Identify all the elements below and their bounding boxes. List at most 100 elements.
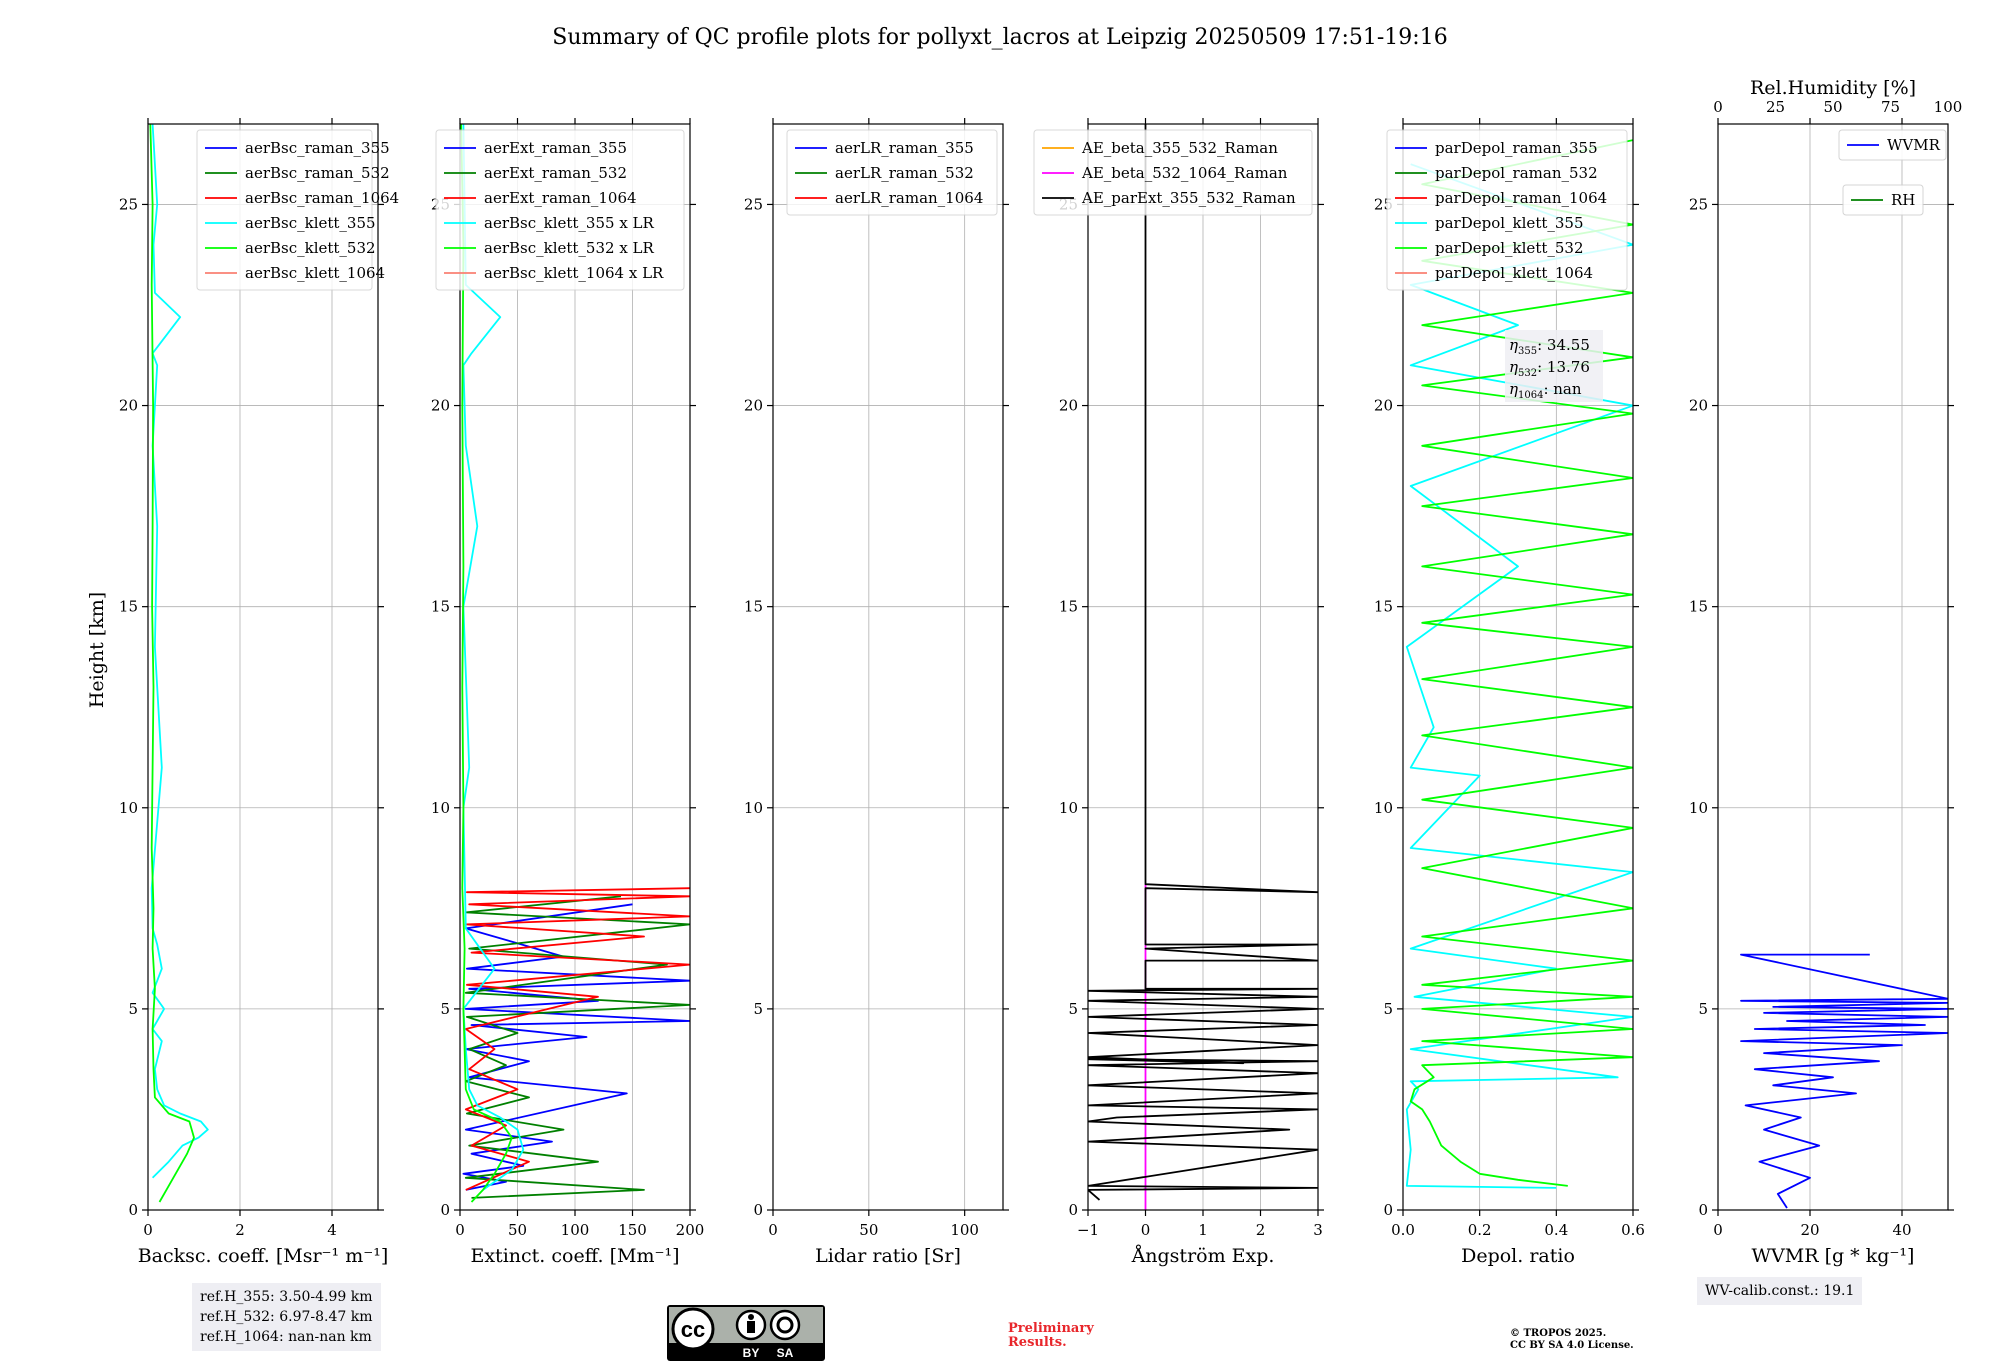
y-tick-label: 15	[119, 598, 138, 616]
panel-extinction: 0501001502000510152025Extinct. coeff. [M…	[431, 118, 704, 1267]
legend-box	[786, 129, 998, 216]
y-tick-label: 10	[1689, 799, 1708, 817]
series-line-aerBsc_klett_355	[150, 124, 209, 1179]
legend-label: aerExt_raman_1064	[484, 189, 637, 207]
y-tick-label: 0	[753, 1201, 763, 1219]
legend-label: parDepol_raman_532	[1435, 164, 1598, 182]
legend-label: aerLR_raman_532	[835, 164, 974, 182]
legend-box	[435, 129, 685, 291]
eta-subscript: 355	[1518, 346, 1537, 357]
y-tick-label: 0	[128, 1201, 138, 1219]
y-tick-label: 0	[1383, 1201, 1393, 1219]
copyright-line-1: © TROPOS 2025.	[1510, 1328, 1607, 1339]
series-line-WVMR	[1740, 953, 1948, 1209]
ref-h-1064: ref.H_1064: nan-nan km	[200, 1329, 372, 1345]
axes-frame	[147, 123, 379, 1211]
legend-label: aerBsc_klett_1064 x LR	[484, 264, 664, 282]
y-axis-label: Height [km]	[86, 592, 108, 708]
x-tick-label: 50	[859, 1221, 878, 1239]
copyright-line-2: CC BY SA 4.0 License.	[1510, 1340, 1634, 1351]
series-line-aerExt_raman_532	[464, 895, 690, 1199]
legend-label: aerExt_raman_355	[484, 139, 627, 157]
eta-subscript: 532	[1518, 368, 1537, 379]
y-tick-label: 20	[431, 397, 450, 415]
legend-label: aerBsc_raman_532	[245, 164, 390, 182]
legend-box	[1033, 129, 1313, 216]
legend-box	[196, 129, 373, 291]
y-tick-label: 5	[1068, 1000, 1078, 1018]
x2-tick-label: 100	[1934, 98, 1963, 116]
legend-label: AE_parExt_355_532_Raman	[1081, 189, 1296, 207]
y-tick-label: 5	[1698, 1000, 1708, 1018]
preliminary-line-2: Results.	[1008, 1335, 1067, 1350]
axes-frame	[1402, 123, 1634, 1211]
legend-label: aerBsc_raman_1064	[245, 189, 399, 207]
ref-h-532: ref.H_532: 6.97-8.47 km	[200, 1309, 373, 1325]
y-tick-label: 15	[744, 598, 763, 616]
sa-share-icon	[769, 1309, 801, 1341]
x2-tick-label: 75	[1881, 98, 1900, 116]
y-tick-label: 0	[440, 1201, 450, 1219]
x-tick-label: 0	[143, 1221, 153, 1239]
eta-value: : 13.76	[1537, 358, 1590, 376]
eta-annotation-line: η355: 34.55	[1509, 336, 1590, 357]
x-axis-label: Depol. ratio	[1461, 1245, 1575, 1267]
legend-label: aerLR_raman_1064	[835, 189, 983, 207]
x-tick-label: 1	[1198, 1221, 1208, 1239]
y-tick-label: 15	[1059, 598, 1078, 616]
legend-label: aerExt_raman_532	[484, 164, 627, 182]
x-tick-label: 20	[1800, 1221, 1819, 1239]
panel-angstrom: −101230510152025Ångström Exp.AE_beta_355…	[1033, 118, 1324, 1267]
legend-label: WVMR	[1887, 136, 1941, 154]
cc-mark: cc	[681, 1317, 705, 1342]
series-line-AE_parExt_355_532_Raman	[1088, 124, 1318, 1201]
y-tick-label: 20	[744, 397, 763, 415]
series-group	[1405, 139, 1633, 1189]
legend-label: aerBsc_klett_532	[245, 239, 376, 257]
preliminary-line-1: Preliminary	[1008, 1321, 1094, 1336]
x-tick-label: 2	[235, 1221, 245, 1239]
y-tick-label: 25	[119, 195, 138, 213]
x-tick-label: 2	[1256, 1221, 1266, 1239]
series-group	[1088, 124, 1318, 1210]
cc-license-badge: cc BY SA	[667, 1305, 825, 1361]
series-group	[1740, 953, 1948, 1209]
y-tick-label: 20	[1689, 397, 1708, 415]
x-tick-label: 0	[455, 1221, 465, 1239]
cc-icon	[671, 1307, 715, 1351]
legend-label: parDepol_klett_355	[1435, 214, 1584, 232]
x-tick-label: 200	[676, 1221, 705, 1239]
x-tick-label: −1	[1077, 1221, 1099, 1239]
wv-calib-constant: WV-calib.const.: 19.1	[1705, 1283, 1855, 1299]
panel-water_vapor: 0 20 40 0 5 10 15 20 25 WVMR [g * kg⁻¹] 0 25 50 75 100…	[1689, 77, 1963, 1267]
x-tick-label: 0.4	[1544, 1221, 1568, 1239]
x-tick-label: 4	[327, 1221, 337, 1239]
copyright-note: © TROPOS 2025. CC BY SA 4.0 License.	[1510, 1328, 1634, 1352]
eta-value: : nan	[1543, 380, 1581, 398]
eta-subscript: 1064	[1518, 390, 1543, 401]
y-tick-label: 0	[1698, 1201, 1708, 1219]
eta-annotation-box	[1505, 330, 1603, 402]
y-tick-label: 20	[1374, 397, 1393, 415]
eta-symbol: η	[1509, 380, 1518, 398]
y-tick-label: 15	[1689, 598, 1708, 616]
x-tick-label: 40	[1892, 1221, 1911, 1239]
legend-label: parDepol_klett_1064	[1435, 264, 1593, 282]
x-tick-label: 100	[561, 1221, 590, 1239]
series-line-aerExt_raman_1064	[464, 887, 690, 1191]
axes-frame	[1717, 123, 1949, 1211]
y-tick-label: 10	[1374, 799, 1393, 817]
x-axis-label: Backsc. coeff. [Msr⁻¹ m⁻¹]	[138, 1245, 389, 1267]
legend-label: aerBsc_klett_532 x LR	[484, 239, 655, 257]
panel-backscatter: 0 2 4 0 5 10 15 20 25 Backsc. coeff. [Msr⁻¹ m⁻¹] a…	[119, 118, 399, 1267]
x2-tick-label: 0	[1713, 98, 1723, 116]
y-tick-label: 25	[744, 195, 763, 213]
reference-height-box: ref.H_355: 3.50-4.99 km ref.H_532: 6.97-…	[192, 1283, 381, 1351]
series-line-aerExt_raman_355	[462, 903, 690, 1191]
eta-symbol: η	[1509, 336, 1518, 354]
y-tick-label: 5	[128, 1000, 138, 1018]
eta-value: : 34.55	[1537, 336, 1590, 354]
figure-title: Summary of QC profile plots for pollyxt_…	[552, 25, 1447, 50]
